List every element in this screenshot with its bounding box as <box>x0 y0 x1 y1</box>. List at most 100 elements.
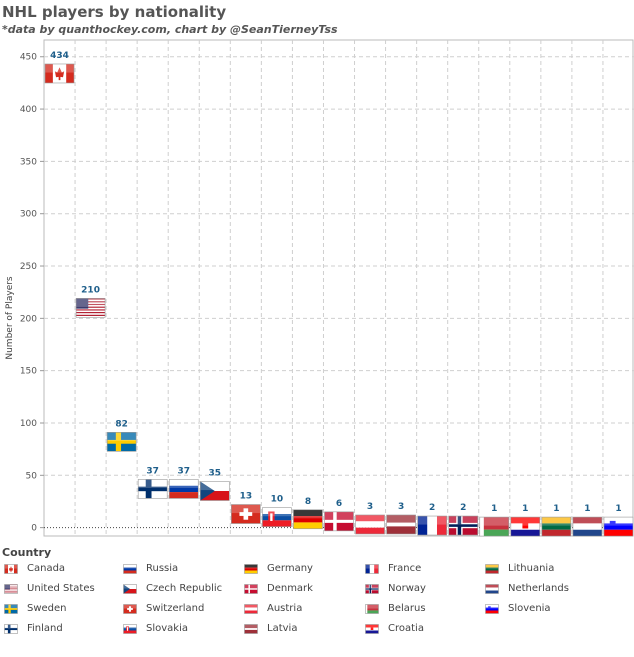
legend-item-label: Austria <box>267 603 303 614</box>
data-point-norway[interactable] <box>448 515 479 536</box>
data-point-netherlands[interactable] <box>572 516 603 537</box>
legend-item-label: Lithuania <box>508 563 555 574</box>
latvia-flag-icon <box>244 623 258 634</box>
data-point-switzerland[interactable] <box>231 504 261 524</box>
data-point-germany[interactable] <box>293 509 323 530</box>
data-label: 1 <box>491 504 497 514</box>
plot-frame <box>43 39 634 537</box>
legend-item-label: Denmark <box>267 583 313 594</box>
finland-flag-icon <box>4 623 18 634</box>
legend-item-france: France <box>365 563 421 574</box>
germany-flag-icon <box>244 563 258 574</box>
data-label: 1 <box>584 504 590 514</box>
austria-flag-icon <box>244 603 258 614</box>
legend-item-label: Netherlands <box>508 583 569 594</box>
data-point-finland[interactable] <box>137 479 168 499</box>
legend-item-germany: Germany <box>244 563 313 574</box>
legend-item-label: United States <box>27 583 95 594</box>
data-point-russia[interactable] <box>168 479 199 499</box>
legend-item-norway: Norway <box>365 583 426 594</box>
legend-item-label: Finland <box>27 623 63 634</box>
data-point-slovenia[interactable] <box>603 516 634 537</box>
y-tick-label: 50 <box>26 471 38 481</box>
data-point-czech[interactable] <box>199 481 230 501</box>
data-point-denmark[interactable] <box>324 511 354 532</box>
belarus-flag-icon <box>365 603 379 614</box>
legend-item-latvia: Latvia <box>244 623 297 634</box>
chart-title: NHL players by nationality <box>2 3 227 21</box>
data-label: 2 <box>429 503 435 513</box>
data-label: 13 <box>240 492 253 502</box>
legend: Country Canada United States Sweden Finland… <box>0 546 634 657</box>
data-label: 210 <box>81 285 100 295</box>
y-tick-label: 300 <box>20 210 37 220</box>
data-label: 10 <box>271 495 284 505</box>
data-label: 82 <box>115 419 128 429</box>
czech-flag-icon <box>123 583 137 594</box>
legend-item-denmark: Denmark <box>244 583 313 594</box>
legend-item-label: Croatia <box>388 623 424 634</box>
legend-item-sweden: Sweden <box>4 603 67 614</box>
data-point-austria[interactable] <box>355 514 385 535</box>
legend-item-czech: Czech Republic <box>123 583 222 594</box>
legend-item-usa: United States <box>4 583 95 594</box>
legend-item-label: Belarus <box>388 603 426 614</box>
y-tick-label: 200 <box>20 314 37 324</box>
france-flag-icon <box>365 563 379 574</box>
data-label: 37 <box>146 466 159 476</box>
legend-title: Country <box>2 546 52 559</box>
y-axis-label: Number of Players <box>5 276 15 360</box>
data-label: 3 <box>398 502 404 512</box>
legend-item-label: France <box>388 563 422 574</box>
legend-item-label: Slovenia <box>508 603 551 614</box>
legend-item-label: Norway <box>388 583 426 594</box>
y-tick-label: 450 <box>20 53 37 63</box>
legend-item-label: Czech Republic <box>146 583 223 594</box>
legend-item-lithuania: Lithuania <box>485 563 554 574</box>
sweden-flag-icon <box>4 603 18 614</box>
data-point-canada[interactable] <box>44 63 75 84</box>
legend-item-slovakia: Slovakia <box>123 623 188 634</box>
data-point-lithuania[interactable] <box>541 516 572 537</box>
legend-item-slovenia: Slovenia <box>485 603 551 614</box>
legend-item-label: Germany <box>267 563 313 574</box>
legend-item-croatia: Croatia <box>365 623 424 634</box>
legend-item-austria: Austria <box>244 603 302 614</box>
lithuania-flag-icon <box>485 563 499 574</box>
data-label: 1 <box>553 504 559 514</box>
legend-item-label: Switzerland <box>146 603 205 614</box>
data-label: 37 <box>177 466 190 476</box>
data-point-latvia[interactable] <box>386 514 416 535</box>
legend-item-label: Slovakia <box>146 623 188 634</box>
data-point-usa[interactable] <box>75 298 106 318</box>
legend-item-label: Sweden <box>27 603 67 614</box>
y-tick-label: 100 <box>20 419 37 429</box>
legend-item-finland: Finland <box>4 623 63 634</box>
y-tick-label: 0 <box>31 524 37 534</box>
canada-flag-icon <box>4 563 18 574</box>
data-label: 1 <box>615 504 621 514</box>
denmark-flag-icon <box>244 583 258 594</box>
data-point-sweden[interactable] <box>106 432 137 452</box>
y-tick-label: 400 <box>20 105 37 115</box>
legend-item-label: Russia <box>146 563 179 574</box>
slovenia-flag-icon <box>485 603 499 614</box>
chart-area: 0 50 100 150 200 250 300 350 400 450 Number of Pla… <box>5 39 634 537</box>
legend-item-switzerland: Switzerland <box>123 603 204 614</box>
y-tick-label: 150 <box>20 367 37 377</box>
data-label: 434 <box>50 51 69 61</box>
y-tick-label: 250 <box>20 262 37 272</box>
norway-flag-icon <box>365 583 379 594</box>
legend-item-canada: Canada <box>4 563 65 574</box>
data-point-croatia[interactable] <box>510 516 541 537</box>
y-tick-label: 350 <box>20 157 37 167</box>
data-point-france[interactable] <box>417 515 447 536</box>
data-point-belarus[interactable] <box>479 516 510 537</box>
chart-subtitle: *data by quanthockey.com, chart by @Sean… <box>2 23 338 36</box>
legend-item-label: Canada <box>27 563 66 574</box>
data-label: 6 <box>336 499 342 509</box>
legend-item-russia: Russia <box>123 563 178 574</box>
data-point-slovakia[interactable] <box>262 507 292 527</box>
data-label: 8 <box>305 497 311 507</box>
russia-flag-icon <box>123 563 137 574</box>
